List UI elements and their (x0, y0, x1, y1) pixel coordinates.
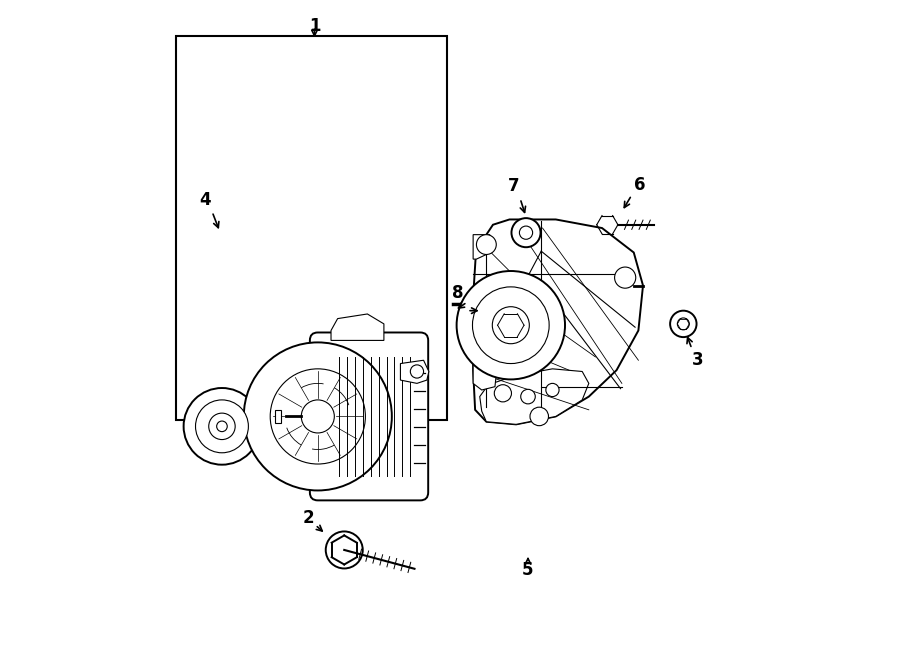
Polygon shape (274, 410, 282, 423)
Circle shape (472, 287, 549, 364)
Circle shape (410, 365, 424, 378)
Text: 3: 3 (691, 351, 703, 369)
Circle shape (678, 318, 689, 330)
FancyBboxPatch shape (310, 332, 428, 500)
Polygon shape (400, 360, 428, 383)
Text: 4: 4 (200, 190, 212, 209)
Circle shape (217, 421, 227, 432)
Circle shape (270, 369, 365, 464)
Text: 8: 8 (452, 284, 464, 303)
Circle shape (545, 383, 559, 397)
Polygon shape (473, 352, 498, 390)
Circle shape (476, 235, 496, 254)
Polygon shape (331, 314, 384, 340)
Circle shape (530, 407, 548, 426)
Text: 2: 2 (302, 509, 314, 527)
Polygon shape (473, 219, 643, 424)
Polygon shape (480, 369, 589, 424)
Circle shape (209, 413, 235, 440)
Text: 6: 6 (634, 176, 645, 194)
Text: 7: 7 (508, 177, 520, 196)
Circle shape (670, 311, 697, 337)
Text: 5: 5 (522, 561, 534, 579)
Circle shape (511, 218, 541, 247)
Text: 1: 1 (309, 17, 320, 36)
Circle shape (184, 388, 260, 465)
Bar (176, 36, 446, 420)
Circle shape (494, 385, 511, 402)
Circle shape (302, 400, 334, 433)
Polygon shape (473, 235, 495, 259)
Circle shape (195, 400, 248, 453)
Circle shape (492, 307, 529, 344)
Circle shape (615, 267, 635, 288)
Circle shape (244, 342, 392, 490)
Circle shape (519, 226, 533, 239)
Circle shape (456, 271, 565, 379)
Circle shape (326, 531, 363, 568)
Circle shape (521, 389, 535, 404)
